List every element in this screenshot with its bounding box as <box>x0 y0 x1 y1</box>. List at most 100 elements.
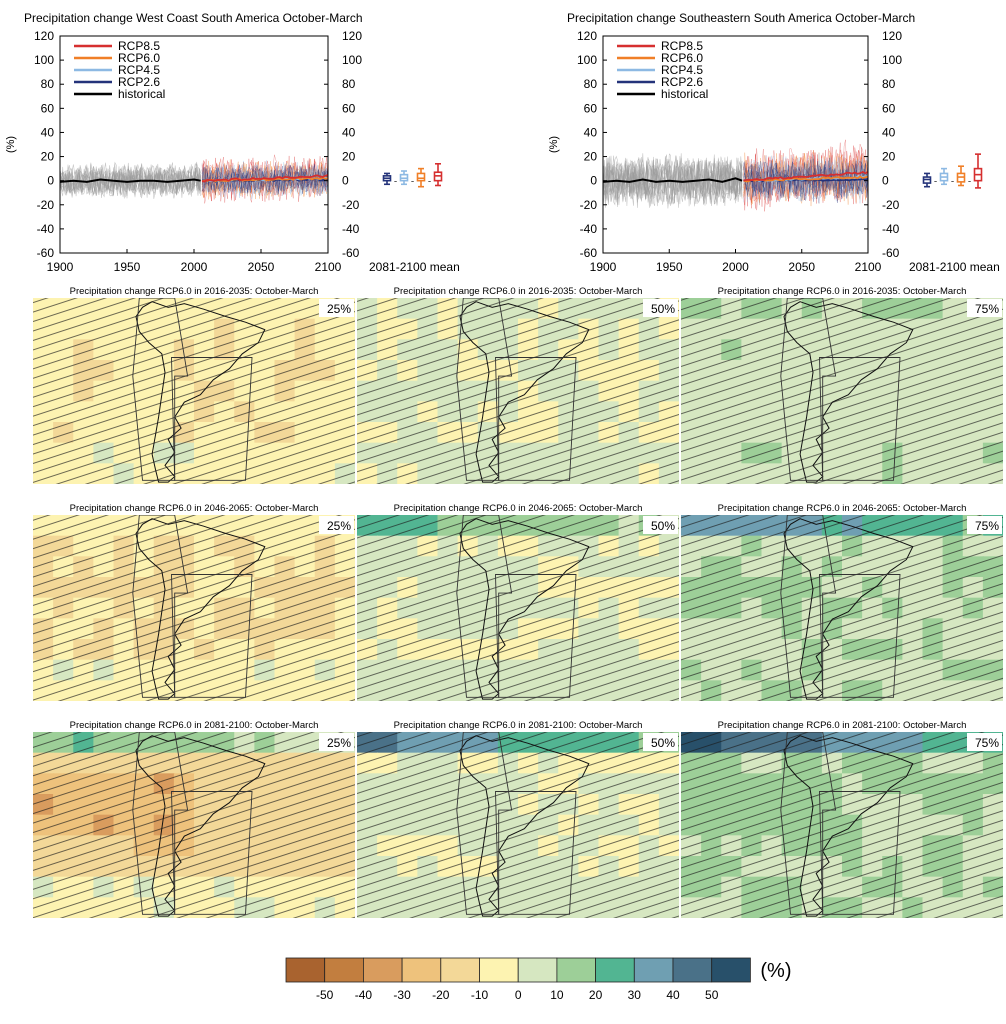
precipitation-field <box>33 515 355 701</box>
y-tick-label-left: -60 <box>580 246 598 260</box>
scenario-member-line <box>201 160 329 199</box>
timeseries-plot-area <box>59 154 329 204</box>
x-tick-label: 1950 <box>114 260 141 274</box>
timeseries-panel-1: Precipitation change West Coast South Am… <box>5 11 460 274</box>
boxplot-separator: - <box>951 177 954 188</box>
colorbar-tick-label: 10 <box>550 988 564 1002</box>
y-tick-label-left: 20 <box>41 150 55 164</box>
legend-label: RCP6.0 <box>118 51 160 65</box>
region-outline-west-coast <box>780 732 837 915</box>
map-title: Precipitation change RCP6.0 in 2016-2035… <box>70 286 319 297</box>
colorbar-swatch <box>401 957 442 983</box>
colorbar-unit: (%) <box>760 960 791 982</box>
region-outline-west-coast <box>780 298 837 481</box>
region-outline-west-coast <box>456 515 513 698</box>
boxplot-rcp45: - <box>939 167 954 188</box>
percentile-label-bg <box>643 516 678 534</box>
colorbar-swatch <box>517 957 558 983</box>
region-outline-southeastern <box>495 574 577 698</box>
y-tick-label-left: 100 <box>34 53 54 67</box>
colorbar-tick-label: 40 <box>666 988 680 1002</box>
x-tick-label: 2100 <box>855 260 882 274</box>
scenario-member-line <box>201 164 329 196</box>
y-tick-label-right: -60 <box>342 246 360 260</box>
precipitation-field <box>681 298 1003 484</box>
region-outline-west-coast <box>456 732 513 915</box>
scenario-mean-line-rcp85 <box>743 171 869 182</box>
timeseries-title: Precipitation change Southeastern South … <box>567 11 915 25</box>
scenario-member-line <box>201 155 329 202</box>
map-title: Precipitation change RCP6.0 in 2046-2065… <box>718 503 967 514</box>
mean-label: 2081-2100 mean <box>909 260 1000 274</box>
y-tick-label-left: -40 <box>37 222 55 236</box>
scenario-member-line <box>743 157 869 204</box>
x-tick-label: 1900 <box>47 260 74 274</box>
boxplot-rcp45: - <box>399 170 414 188</box>
scenario-member-line <box>743 144 869 209</box>
scenario-member-line <box>201 160 329 196</box>
map-title: Precipitation change RCP6.0 in 2016-2035… <box>718 286 967 297</box>
scenario-member-line <box>201 161 329 196</box>
y-tick-label-left: 120 <box>34 29 54 43</box>
y-tick-label-right: 120 <box>342 29 362 43</box>
y-tick-label-right: 80 <box>882 77 896 91</box>
x-tick-label: 2000 <box>722 260 749 274</box>
boxplot-separator: - <box>411 177 414 188</box>
x-tick-label: 2050 <box>788 260 815 274</box>
map-panel-7: 25% Precipitation change RCP6.0 in 2081-2… <box>33 720 355 918</box>
y-tick-label-left: 40 <box>41 125 55 139</box>
scenario-member-line <box>201 156 329 204</box>
colorbar-swatch <box>595 957 635 983</box>
colorbar-swatch <box>672 957 713 983</box>
percentile-label-bg <box>643 299 678 317</box>
map-panel-5: 50% Precipitation change RCP6.0 in 2046-2… <box>357 503 679 701</box>
boxplot-rcp26: - <box>382 172 397 188</box>
y-tick-label-right: -20 <box>882 198 900 212</box>
y-tick-label-left: 100 <box>577 53 597 67</box>
x-tick-label: 2000 <box>181 260 208 274</box>
scenario-member-line <box>743 154 869 201</box>
legend-label: RCP8.5 <box>118 39 160 53</box>
percentile-label: 25% <box>327 302 351 316</box>
y-tick-label-left: 20 <box>584 150 598 164</box>
colorbar-tick-label: 0 <box>515 988 522 1002</box>
map-title: Precipitation change RCP6.0 in 2081-2100… <box>394 720 643 731</box>
y-tick-label-right: 60 <box>342 101 356 115</box>
y-tick-label-left: 120 <box>577 29 597 43</box>
percentile-label: 50% <box>651 519 675 533</box>
y-tick-label-right: 120 <box>882 29 902 43</box>
colorbar-tick-label: -20 <box>432 988 450 1002</box>
scenario-member-line <box>743 155 869 203</box>
map-title: Precipitation change RCP6.0 in 2016-2035… <box>394 286 643 297</box>
mean-label: 2081-2100 mean <box>369 260 460 274</box>
scenario-member-line <box>201 154 329 202</box>
significance-hatching <box>33 298 355 484</box>
historical-mean-line <box>602 177 743 183</box>
region-outline-southeastern <box>819 791 901 915</box>
scenario-mean-line-rcp85 <box>201 174 329 183</box>
timeseries-panel-2: Precipitation change Southeastern South … <box>548 11 1000 274</box>
y-tick-label-left: -60 <box>37 246 55 260</box>
significance-hatching <box>681 298 1003 484</box>
y-tick-label-right: 20 <box>342 150 356 164</box>
scenario-member-line <box>201 161 329 200</box>
legend-label: RCP6.0 <box>661 51 703 65</box>
region-outline-west-coast <box>132 298 189 481</box>
scenario-member-line <box>743 158 869 202</box>
legend-label: RCP8.5 <box>661 39 703 53</box>
significance-hatching <box>681 732 1003 918</box>
boxplot-separator: - <box>394 177 397 188</box>
boxplot-box <box>416 172 426 182</box>
precipitation-field <box>33 732 355 918</box>
map-panel-9: 75% Precipitation change RCP6.0 in 2081-2… <box>681 720 1003 918</box>
boxplot-separator: - <box>428 177 431 188</box>
colorbar-tick-label: 20 <box>589 988 603 1002</box>
percentile-label: 25% <box>327 736 351 750</box>
y-tick-label-left: 60 <box>584 101 598 115</box>
precipitation-field <box>681 515 1003 701</box>
percentile-label: 50% <box>651 736 675 750</box>
y-tick-label-left: -20 <box>580 198 598 212</box>
y-axis-label: (%) <box>548 136 560 153</box>
